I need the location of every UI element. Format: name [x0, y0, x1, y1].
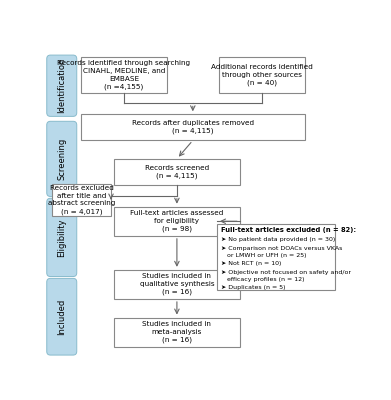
- FancyBboxPatch shape: [47, 121, 77, 196]
- Text: Included: Included: [57, 299, 66, 335]
- Text: ➤ Comparison not DOACs versus VKAs
   or LMWH or UFH (n = 25): ➤ Comparison not DOACs versus VKAs or LM…: [221, 246, 342, 258]
- FancyBboxPatch shape: [81, 57, 167, 93]
- FancyBboxPatch shape: [47, 198, 77, 276]
- Text: Identification: Identification: [57, 58, 66, 114]
- FancyBboxPatch shape: [47, 278, 77, 355]
- Text: Records after duplicates removed
(n = 4,115): Records after duplicates removed (n = 4,…: [132, 120, 254, 134]
- Text: ➤ Duplicates (n = 5): ➤ Duplicates (n = 5): [221, 285, 285, 290]
- FancyBboxPatch shape: [114, 159, 240, 185]
- FancyBboxPatch shape: [81, 114, 305, 140]
- Text: ➤ No patient data provided (n = 30): ➤ No patient data provided (n = 30): [221, 237, 335, 242]
- FancyBboxPatch shape: [114, 270, 240, 299]
- FancyBboxPatch shape: [114, 318, 240, 347]
- Text: Full-text articles assessed
for eligibility
(n = 98): Full-text articles assessed for eligibil…: [130, 210, 224, 232]
- Text: Studies included in
meta-analysis
(n = 16): Studies included in meta-analysis (n = 1…: [142, 321, 212, 343]
- FancyBboxPatch shape: [47, 55, 77, 116]
- Text: Full-text articles excluded (n = 82):: Full-text articles excluded (n = 82):: [221, 227, 356, 233]
- FancyBboxPatch shape: [52, 184, 111, 216]
- Text: ➤ Not RCT (n = 10): ➤ Not RCT (n = 10): [221, 261, 281, 266]
- Text: Additional records identified
through other sources
(n = 40): Additional records identified through ot…: [211, 64, 313, 86]
- Text: Records screened
(n = 4,115): Records screened (n = 4,115): [145, 165, 209, 179]
- Text: Screening: Screening: [57, 138, 66, 180]
- FancyBboxPatch shape: [217, 224, 335, 290]
- Text: ➤ Objective not focused on safety and/or
   efficacy profiles (n = 12): ➤ Objective not focused on safety and/or…: [221, 270, 351, 282]
- Text: Studies included in
qualitative synthesis
(n = 16): Studies included in qualitative synthesi…: [140, 273, 214, 295]
- Text: Eligibility: Eligibility: [57, 218, 66, 257]
- FancyBboxPatch shape: [114, 207, 240, 236]
- Text: Records identified through searching
CINAHL, MEDLINE, and
EMBASE
(n =4,155): Records identified through searching CIN…: [57, 60, 190, 90]
- FancyBboxPatch shape: [219, 57, 305, 93]
- Text: Records excluded
after title and
abstract screening
(n = 4,017): Records excluded after title and abstrac…: [48, 185, 115, 214]
